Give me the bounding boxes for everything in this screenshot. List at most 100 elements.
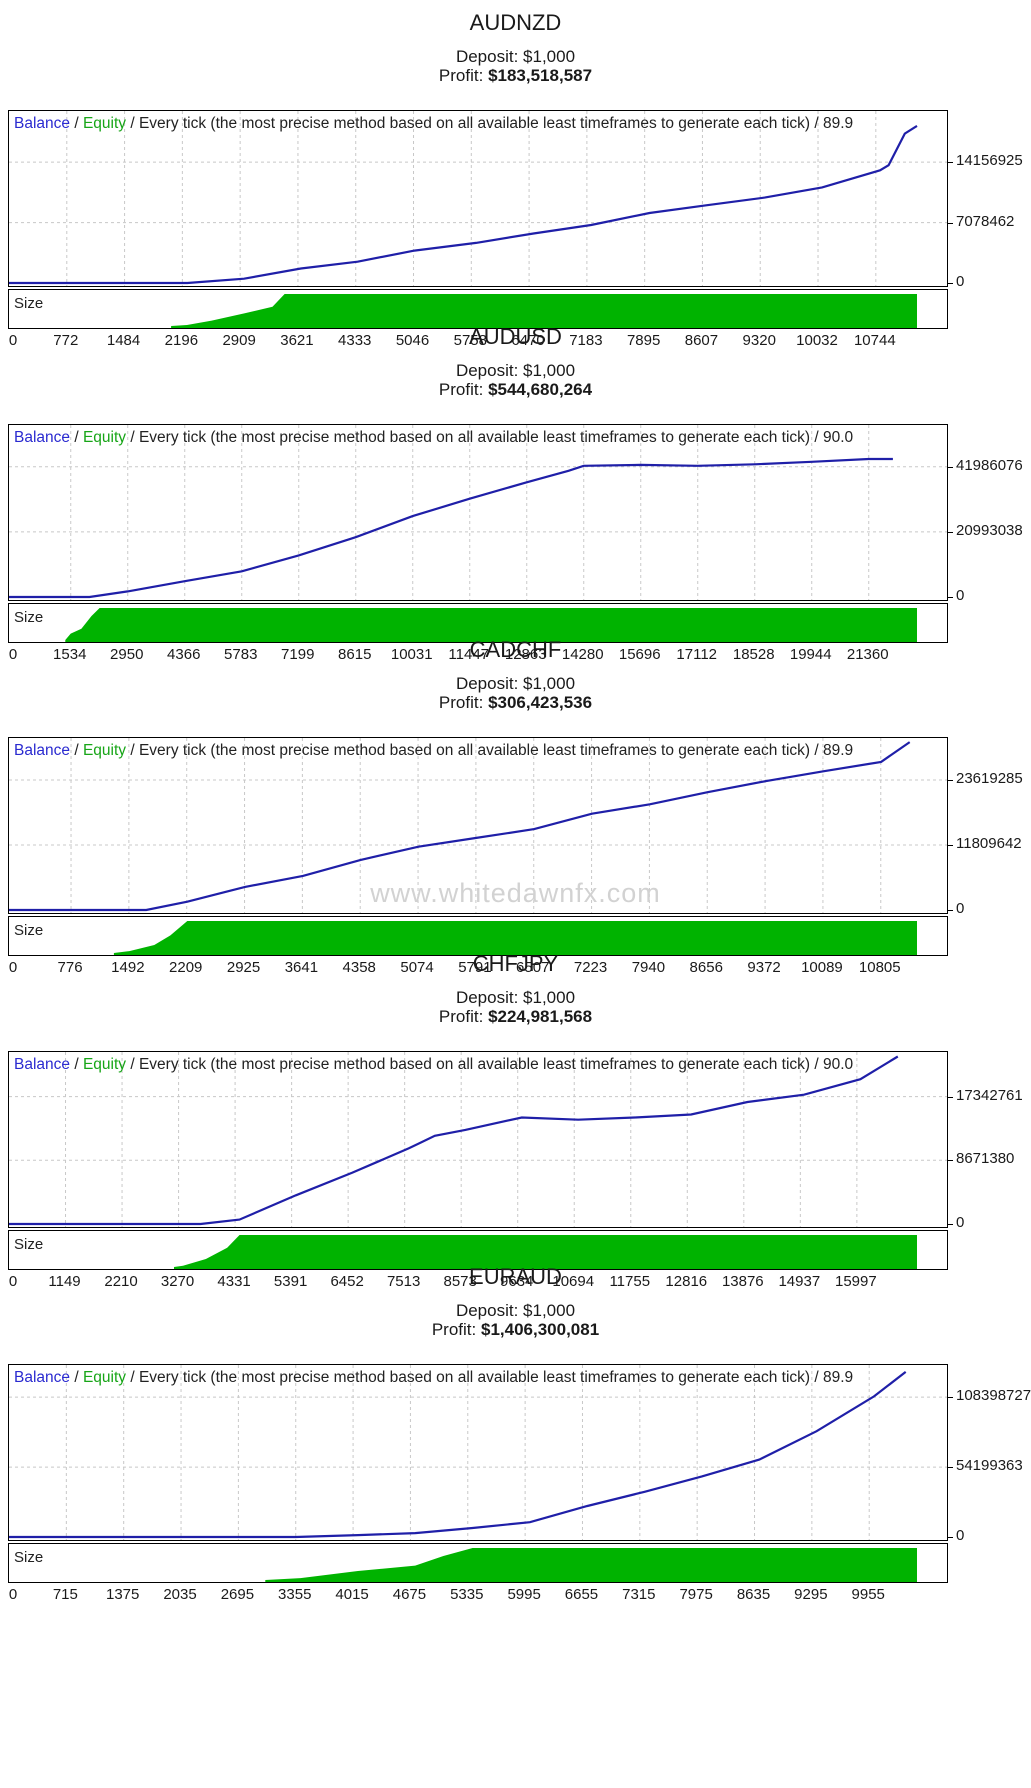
- legend-sep: /: [126, 1369, 139, 1386]
- size-panel: Size: [8, 916, 948, 956]
- size-area: [113, 921, 917, 955]
- x-tick-label: 5074: [400, 959, 434, 976]
- y-tick-label: 108398727: [956, 1387, 1031, 1405]
- size-panel: Size: [8, 1230, 948, 1270]
- y-tick-label: 20993038: [956, 521, 1023, 539]
- x-tick-label: 3641: [284, 959, 319, 976]
- x-tick-label: 6655: [564, 1586, 599, 1603]
- y-tick-label: 14156925: [956, 152, 1023, 170]
- deposit-line: Deposit: $1,000: [0, 48, 1031, 66]
- y-tick-mark: [947, 1467, 953, 1469]
- size-area: [174, 1235, 917, 1269]
- x-tick-label: 14280: [561, 646, 604, 663]
- legend-balance: Balance: [14, 1369, 71, 1386]
- legend-method: Every tick (the most precise method base…: [138, 115, 811, 132]
- x-tick-label: 13876: [721, 1273, 764, 1290]
- legend-equity: Equity: [82, 429, 127, 446]
- profit-line: Profit: $183,518,587: [0, 67, 1031, 85]
- x-tick-label: 9955: [851, 1586, 885, 1603]
- x-tick-label: 14937: [778, 1273, 821, 1290]
- legend-quality: / 90.0: [814, 1056, 854, 1073]
- y-tick-mark: [947, 1224, 953, 1225]
- y-tick-label: 0: [956, 1527, 965, 1544]
- x-tick-label: 5391: [273, 1273, 308, 1290]
- x-tick-label: 8573: [443, 1273, 477, 1290]
- x-tick-label: 15696: [618, 646, 661, 663]
- deposit-label: Deposit:: [455, 988, 519, 1007]
- x-tick-label: 0: [8, 1586, 18, 1603]
- chart-block-chfjpy: CHFJPY Deposit: $1,000 Profit: $224,981,56…: [0, 941, 1031, 1298]
- y-tick-label: 41986076: [956, 456, 1023, 474]
- size-svg: [171, 294, 918, 328]
- x-tick-label: 10744: [853, 332, 896, 349]
- x-tick-label: 7975: [679, 1586, 713, 1603]
- x-tick-label: 5335: [450, 1586, 484, 1603]
- y-tick-label: 54199363: [956, 1457, 1023, 1475]
- y-tick-mark: [947, 1397, 953, 1399]
- size-svg: [65, 608, 918, 642]
- legend-sep: /: [70, 115, 83, 132]
- x-tick-label: 0: [8, 332, 18, 349]
- legend-sep: /: [70, 429, 83, 446]
- size-label: Size: [14, 295, 44, 312]
- x-tick-label: 11755: [609, 1273, 651, 1290]
- x-tick-label: 19944: [789, 646, 832, 663]
- x-axis: 0 715 1375 2035 2695 3355 4015 4675 5335 5995 6655…: [0, 1586, 1031, 1608]
- chart-legend: Balance / Equity / Every tick (the most …: [14, 115, 853, 133]
- x-axis: 0 772 1484 2196 2909 3621 4333 5046 5758 6470 7183…: [0, 332, 1031, 354]
- y-tick-label: 0: [956, 900, 965, 917]
- balance-chart-svg: [9, 738, 947, 913]
- y-tick-label: 0: [956, 587, 965, 604]
- y-tick-mark: [947, 1537, 953, 1538]
- profit-label: Profit:: [431, 1320, 477, 1339]
- legend-quality: / 89.9: [814, 115, 854, 132]
- x-tick-label: 2035: [163, 1586, 197, 1603]
- size-area: [265, 1548, 917, 1582]
- x-tick-label: 5046: [395, 332, 430, 349]
- x-tick-label: 4333: [338, 332, 372, 349]
- x-tick-label: 9372: [747, 959, 781, 976]
- profit-value: $224,981,568: [488, 1007, 593, 1026]
- legend-sep: /: [70, 1056, 83, 1073]
- balance-chart-svg: [9, 425, 947, 600]
- x-tick-label: 2196: [164, 332, 199, 349]
- legend-balance: Balance: [14, 1056, 71, 1073]
- legend-quality: / 89.9: [814, 1369, 854, 1386]
- size-svg: [174, 1235, 917, 1269]
- deposit-value: $1,000: [523, 674, 576, 693]
- x-tick-label: 7513: [386, 1273, 421, 1290]
- x-tick-label: 11447: [448, 646, 490, 663]
- x-tick-label: 2950: [110, 646, 144, 663]
- x-tick-label: 4358: [342, 959, 376, 976]
- x-tick-label: 10089: [801, 959, 843, 976]
- y-tick-mark: [947, 779, 953, 781]
- profit-value: $1,406,300,081: [480, 1320, 600, 1339]
- deposit-value: $1,000: [523, 47, 576, 66]
- x-tick-label: 3355: [278, 1586, 312, 1603]
- chart-legend: Balance / Equity / Every tick (the most …: [14, 429, 853, 447]
- profit-value: $183,518,587: [488, 66, 593, 85]
- size-label: Size: [14, 922, 44, 939]
- x-tick-label: 10694: [552, 1273, 595, 1290]
- x-tick-label: 1534: [53, 646, 87, 663]
- x-axis: 0 1149 2210 3270 4331 5391 6452 7513 8573 9634 106…: [0, 1273, 1031, 1295]
- y-tick-label: 8671380: [956, 1150, 1015, 1168]
- chart-block-cadchf: CADCHF Deposit: $1,000 Profit: $306,423,53…: [0, 627, 1031, 984]
- legend-balance: Balance: [14, 429, 71, 446]
- y-tick-mark: [947, 910, 953, 911]
- deposit-label: Deposit:: [455, 47, 519, 66]
- legend-balance: Balance: [14, 742, 71, 759]
- y-tick-mark: [947, 844, 953, 846]
- balance-chart-panel: Balance / Equity / Every tick (the most …: [8, 1364, 948, 1541]
- deposit-label: Deposit:: [455, 1301, 519, 1320]
- deposit-value: $1,000: [523, 988, 576, 1007]
- x-tick-label: 7940: [631, 959, 666, 976]
- x-tick-label: 7315: [622, 1586, 656, 1603]
- legend-sep: /: [70, 1369, 83, 1386]
- x-tick-label: 7895: [626, 332, 661, 349]
- legend-balance: Balance: [14, 115, 71, 132]
- x-tick-label: 5758: [453, 332, 487, 349]
- x-tick-label: 12863: [504, 646, 547, 663]
- y-tick-label: 11809642: [956, 834, 1022, 852]
- size-label: Size: [14, 1236, 44, 1253]
